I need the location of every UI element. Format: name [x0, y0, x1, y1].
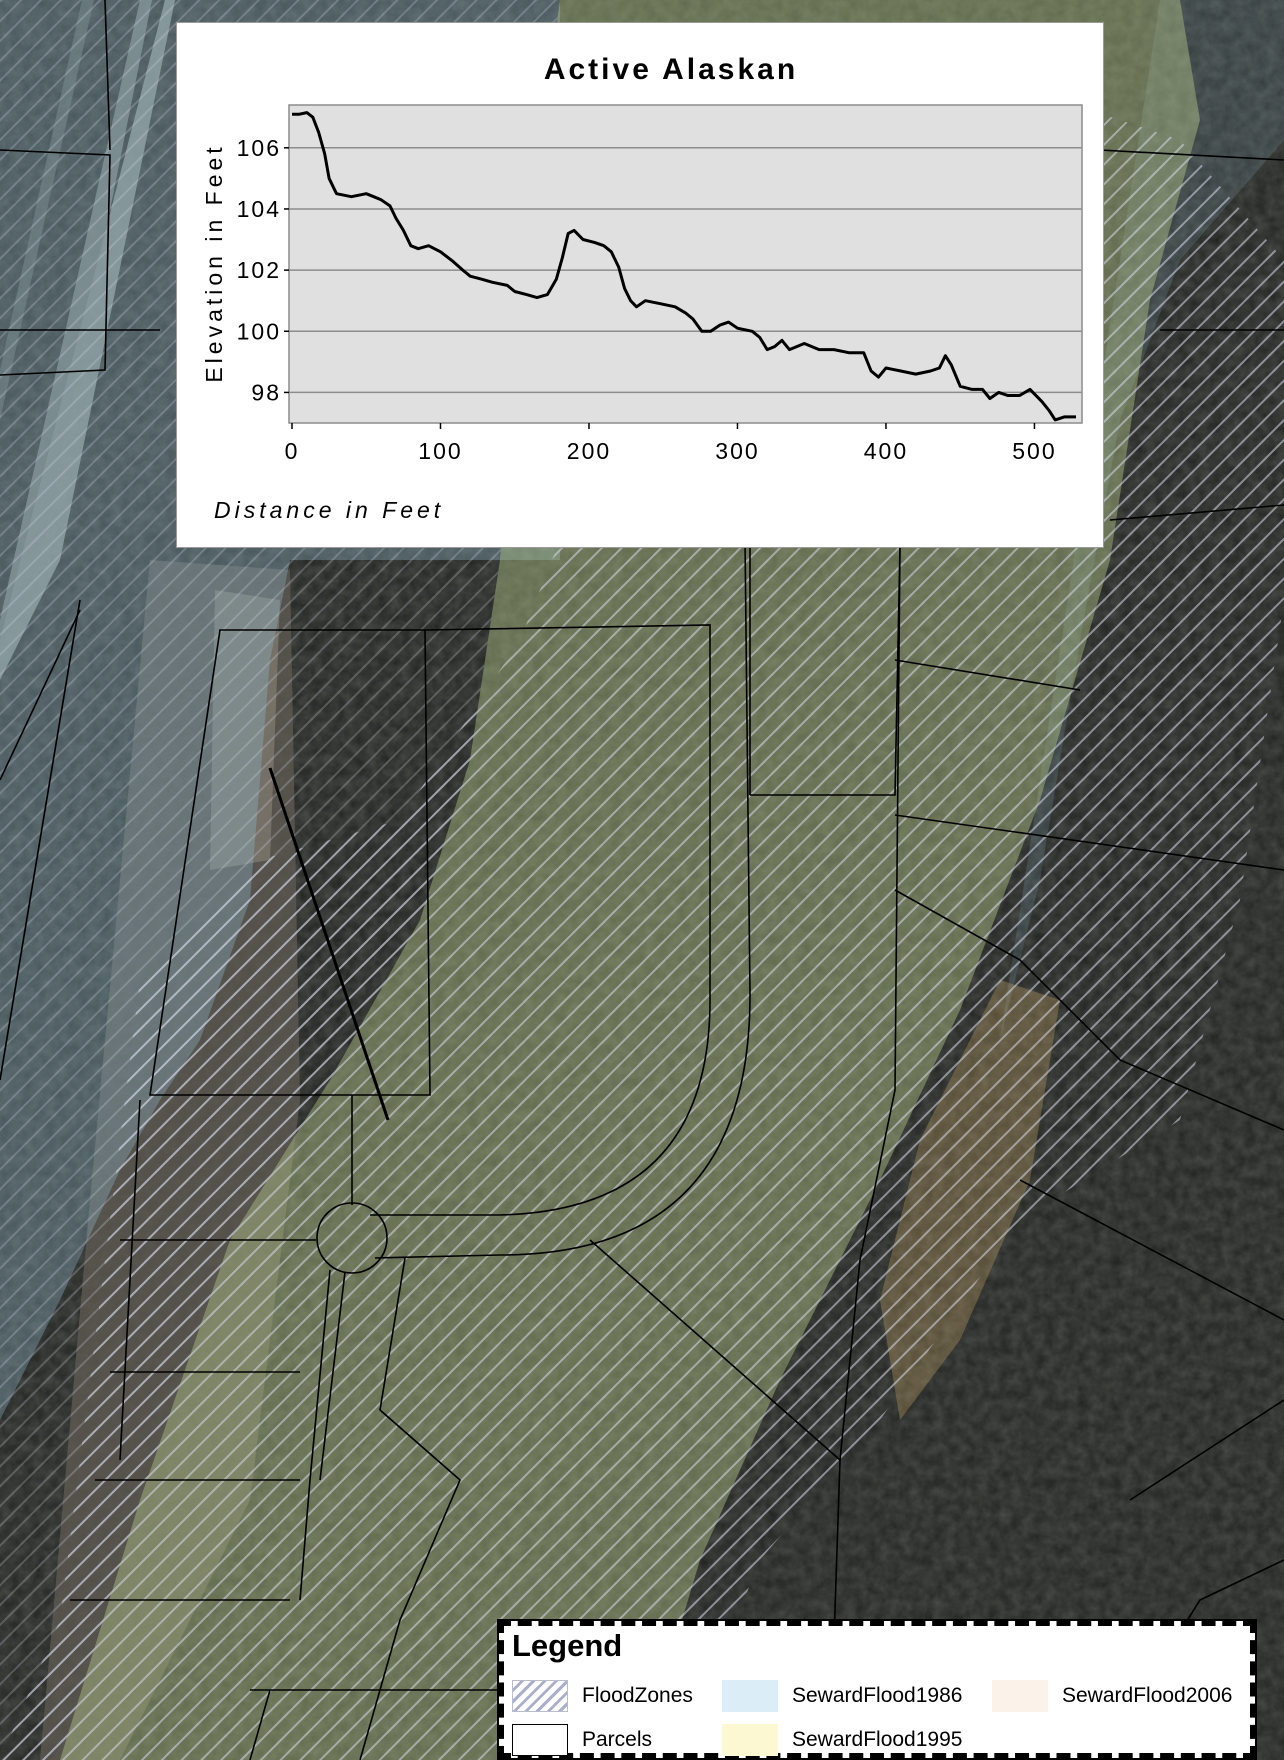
flood2006-swatch	[992, 1680, 1048, 1712]
chart-title: Active Alaskan	[544, 53, 798, 86]
y-tick-label: 100	[237, 318, 281, 344]
legend-label-flood1986: SewardFlood1986	[792, 1684, 963, 1707]
y-axis-label: Elevation in Feet	[201, 143, 227, 382]
x-tick-label: 400	[864, 438, 908, 464]
y-tick-label: 98	[251, 379, 281, 405]
x-tick-label: 200	[567, 438, 611, 464]
grid-lines	[289, 147, 1082, 394]
elevation-series-line	[292, 111, 1076, 422]
floodzones-swatch	[512, 1680, 568, 1712]
elevation-profile-chart: Active Alaskan 98 100 102 104 106 0 100 200 300…	[201, 53, 1083, 523]
parcels-swatch	[512, 1724, 568, 1756]
y-axis-ticks: 98 100 102 104 106	[237, 135, 289, 405]
elevation-profile-panel: Active Alaskan 98 100 102 104 106 0 100 200 300…	[176, 22, 1104, 548]
profile-line[interactable]	[268, 767, 390, 1121]
x-axis-ticks: 0 100 200 300 400 500	[285, 423, 1056, 464]
x-tick-label: 100	[418, 438, 462, 464]
y-tick-label: 102	[237, 257, 281, 283]
legend-label-flood2006: SewardFlood2006	[1062, 1684, 1233, 1707]
x-tick-label: 500	[1012, 438, 1056, 464]
y-tick-label: 104	[237, 196, 281, 222]
x-tick-label: 300	[715, 438, 759, 464]
legend-label-flood1995: SewardFlood1995	[792, 1728, 963, 1751]
legend-label-floodzones: FloodZones	[582, 1684, 693, 1707]
plot-area	[288, 104, 1083, 424]
flood1986-swatch	[722, 1680, 778, 1712]
y-tick-label: 106	[237, 135, 281, 161]
x-axis-label: Distance in Feet	[214, 497, 444, 523]
legend-label-parcels: Parcels	[582, 1728, 653, 1751]
x-tick-label: 0	[285, 438, 300, 464]
legend-title: Legend	[512, 1628, 623, 1663]
flood1995-swatch	[722, 1724, 778, 1756]
map-legend: Legend FloodZones SewardFlood1986 Seward…	[497, 1619, 1257, 1760]
